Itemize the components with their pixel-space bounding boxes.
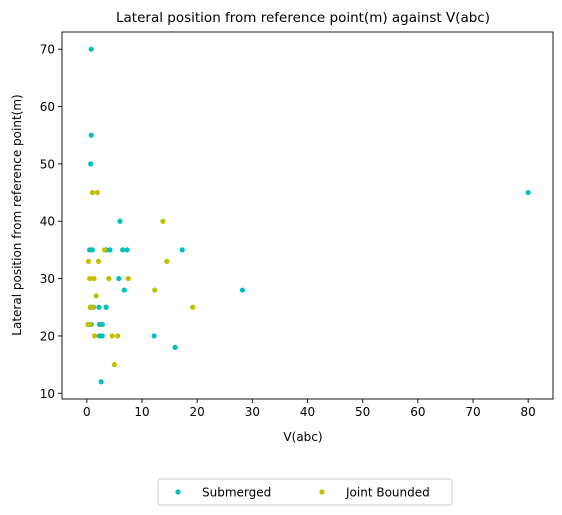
x-tick-label: 20: [190, 405, 205, 419]
x-tick-label: 40: [300, 405, 315, 419]
joint-bounded-point: [95, 258, 102, 264]
joint-bounded-point: [190, 304, 196, 310]
submerged-point: [89, 247, 95, 253]
submerged-point: [151, 333, 157, 339]
submerged-point: [117, 218, 123, 224]
submerged-point: [107, 247, 113, 253]
submerged-point: [98, 379, 104, 385]
y-axis-label: Lateral position from reference point(m): [10, 94, 24, 335]
joint-bounded-point: [90, 304, 96, 310]
joint-bounded-point: [152, 287, 158, 293]
joint-bounded-point: [125, 275, 131, 282]
x-axis-ticks: 0 10 20 30 40 50 60 70 80: [83, 399, 536, 419]
joint-bounded-point: [94, 189, 100, 196]
x-tick-label: 60: [410, 405, 425, 419]
joint-bounded-point: [89, 189, 95, 196]
chart-title: Lateral position from reference point(m)…: [116, 10, 490, 26]
submerged-point: [99, 333, 105, 339]
y-tick-label: 20: [40, 329, 55, 343]
submerged-point: [99, 321, 105, 328]
submerged-point: [179, 247, 185, 253]
y-tick-label: 10: [40, 387, 55, 401]
submerged-point: [525, 189, 531, 196]
joint-bounded-point: [160, 218, 166, 224]
joint-bounded-point: [109, 333, 115, 339]
y-tick-label: 30: [40, 272, 55, 286]
submerged-point: [124, 247, 130, 253]
legend: Submerged Joint Bounded: [157, 478, 453, 506]
submerged-point: [120, 247, 126, 253]
x-tick-label: 10: [134, 405, 149, 419]
submerged-point: [88, 161, 94, 167]
submerged-point: [88, 132, 94, 138]
plot-frame: [61, 31, 554, 400]
y-tick-label: 60: [40, 100, 55, 114]
joint-bounded-point: [87, 321, 93, 328]
joint-bounded-point: [115, 333, 121, 339]
y-axis-ticks: 10 20 30 40 50 60 70: [40, 43, 62, 401]
joint-bounded-point: [91, 333, 98, 339]
submerged-point: [103, 304, 109, 310]
joint-bounded-point: [86, 275, 93, 282]
x-tick-label: 80: [521, 405, 536, 419]
x-axis-label: V(abc): [283, 430, 322, 444]
legend-marker: [175, 489, 181, 495]
x-tick-label: 50: [355, 405, 370, 419]
joint-bounded-point: [101, 247, 108, 253]
y-tick-label: 70: [40, 43, 55, 57]
data-points: [85, 46, 531, 385]
joint-bounded-point: [106, 275, 112, 282]
joint-bounded-point: [93, 293, 99, 299]
submerged-point: [116, 275, 122, 282]
joint-bounded-point: [164, 258, 170, 264]
x-tick-label: 0: [83, 405, 91, 419]
x-tick-label: 70: [465, 405, 480, 419]
y-tick-label: 40: [40, 215, 55, 229]
submerged-point: [121, 287, 127, 293]
joint-bounded-point: [91, 275, 97, 282]
legend-marker: [319, 489, 325, 495]
x-tick-label: 30: [245, 405, 260, 419]
joint-bounded-point: [85, 258, 92, 264]
legend-box: [157, 478, 453, 506]
legend-label: Submerged: [202, 486, 271, 500]
joint-bounded-point: [111, 361, 118, 368]
legend-label: Joint Bounded: [345, 486, 430, 500]
submerged-point: [172, 344, 178, 350]
submerged-point: [88, 46, 94, 52]
submerged-point: [239, 287, 246, 293]
y-tick-label: 50: [40, 157, 55, 171]
submerged-point: [96, 304, 102, 310]
